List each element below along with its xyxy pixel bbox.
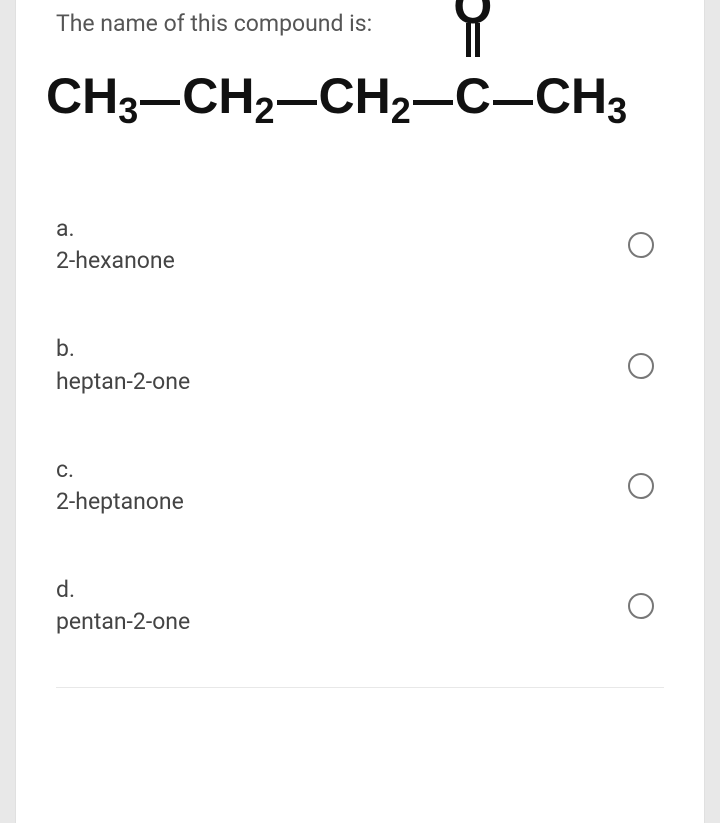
bond-3: [413, 100, 453, 105]
option-a[interactable]: a. 2-hexanone: [56, 185, 664, 305]
option-b-radio[interactable]: [628, 353, 654, 379]
bond-2: [277, 100, 317, 105]
group-ch2-1: CH2: [182, 67, 274, 125]
chemical-formula: CH3 CH2 CH2 O C CH3: [46, 67, 674, 125]
double-bond: [464, 23, 482, 57]
question-prompt: The name of this compound is:: [16, 0, 704, 57]
group-ch3-2: CH3: [535, 67, 627, 125]
option-b[interactable]: b. heptan-2-one: [56, 305, 664, 425]
group-ch2-2: CH2: [319, 67, 411, 125]
divider: [56, 687, 664, 688]
option-c-text: c. 2-heptanone: [56, 454, 184, 518]
option-a-radio[interactable]: [628, 232, 654, 258]
carbonyl-carbon: O C: [455, 67, 491, 125]
option-d-text: d. pentan-2-one: [56, 574, 190, 638]
bond-1: [140, 100, 180, 105]
chemical-formula-container: CH3 CH2 CH2 O C CH3: [16, 57, 704, 185]
option-d[interactable]: d. pentan-2-one: [56, 546, 664, 666]
option-d-radio[interactable]: [628, 593, 654, 619]
group-ch3-1: CH3: [46, 67, 138, 125]
option-c-radio[interactable]: [628, 473, 654, 499]
question-card: The name of this compound is: CH3 CH2 CH…: [15, 0, 705, 823]
option-c[interactable]: c. 2-heptanone: [56, 426, 664, 546]
option-a-text: a. 2-hexanone: [56, 213, 175, 277]
option-b-text: b. heptan-2-one: [56, 333, 190, 397]
bond-4: [493, 100, 533, 105]
options-list: a. 2-hexanone b. heptan-2-one c. 2-hepta…: [16, 185, 704, 667]
